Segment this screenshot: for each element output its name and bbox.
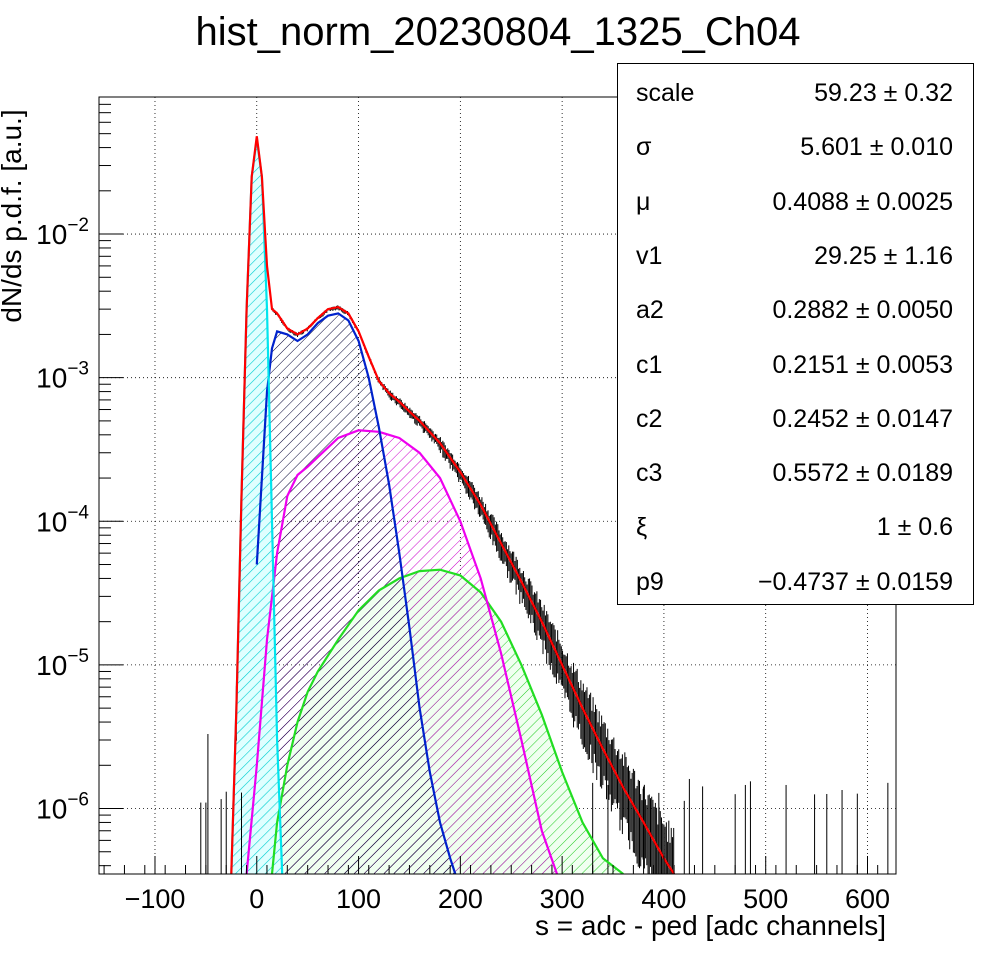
stat-name: v1 — [636, 241, 663, 270]
stat-name: scale — [636, 79, 695, 107]
x-tick-label: −100 — [125, 884, 186, 914]
y-axis-label: dN/ds p.d.f. [a.u.] — [0, 109, 27, 323]
fit-statistics-box: scale 59.23 ± 0.32 σ 5.601 ± 0.010 μ 0.4088 ±… — [617, 63, 974, 605]
stat-row: c2 0.2452 ± 0.0147 — [618, 405, 973, 435]
stat-row: c1 0.2151 ± 0.0053 — [618, 351, 973, 381]
stat-row: c3 0.5572 ± 0.0189 — [618, 459, 973, 489]
y-tick-label: 10−5 — [36, 646, 89, 681]
y-axis: 10−6 10−5 10−4 10−3 10−2 — [36, 96, 123, 867]
y-tick-label: 10−4 — [36, 502, 89, 537]
x-tick-label: 400 — [641, 884, 686, 914]
stat-row: ξ 1 ± 0.6 — [618, 513, 973, 543]
stat-name: c2 — [636, 404, 663, 433]
stat-row: a2 0.2882 ± 0.0050 — [618, 296, 973, 326]
x-tick-label: 0 — [249, 884, 264, 914]
x-tick-label: 100 — [336, 884, 381, 914]
single-pe-component — [255, 312, 457, 874]
stat-value: 0.2452 ± 0.0147 — [772, 404, 953, 433]
stat-value: 0.4088 ± 0.0025 — [772, 187, 953, 216]
stat-name: ξ — [636, 513, 648, 542]
stat-row: μ 0.4088 ± 0.0025 — [618, 188, 973, 218]
x-axis: −100 0 100 200 300 400 500 600 — [103, 856, 890, 914]
pedestal-component-fill — [231, 138, 283, 874]
stat-value: 1 ± 0.6 — [876, 513, 953, 542]
x-tick-label: 300 — [540, 884, 585, 914]
stat-row: σ 5.601 ± 0.010 — [618, 133, 973, 163]
x-tick-label: 600 — [845, 884, 890, 914]
stat-name: σ — [636, 133, 652, 162]
stat-name: μ — [636, 187, 651, 216]
stat-name: a2 — [636, 296, 664, 325]
x-tick-label: 200 — [438, 884, 483, 914]
stat-row: p9 −0.4737 ± 0.0159 — [618, 568, 973, 598]
double-pe-component — [245, 429, 559, 874]
stat-value: 5.601 ± 0.010 — [800, 133, 953, 162]
total-fit-curve — [230, 136, 676, 874]
stat-row: v1 29.25 ± 1.16 — [618, 242, 973, 272]
chart-title: hist_norm_20230804_1325_Ch04 — [195, 10, 801, 54]
stat-value: 0.2151 ± 0.0053 — [772, 350, 953, 379]
stat-name: p9 — [636, 567, 664, 596]
y-tick-label: 10−6 — [36, 790, 89, 825]
x-axis-label: s = adc - ped [adc channels] — [535, 910, 886, 941]
stat-value: 29.25 ± 1.16 — [814, 241, 953, 270]
x-tick-label: 500 — [743, 884, 788, 914]
stat-value: 59.23 ± 0.32 — [814, 79, 953, 107]
component-fills — [231, 138, 624, 874]
single-pe-component-fill — [256, 313, 456, 874]
stat-row: scale 59.23 ± 0.32 — [618, 79, 973, 109]
stat-value: 0.5572 ± 0.0189 — [772, 459, 953, 488]
triple-pe-component — [270, 568, 624, 874]
y-tick-label: 10−3 — [36, 359, 89, 394]
fit-curves — [230, 136, 676, 874]
stat-name: c1 — [636, 350, 663, 379]
y-tick-label: 10−2 — [36, 215, 89, 250]
stat-value: −0.4737 ± 0.0159 — [757, 567, 953, 596]
stat-value: 0.2882 ± 0.0050 — [772, 296, 953, 325]
stat-name: c3 — [636, 459, 663, 488]
